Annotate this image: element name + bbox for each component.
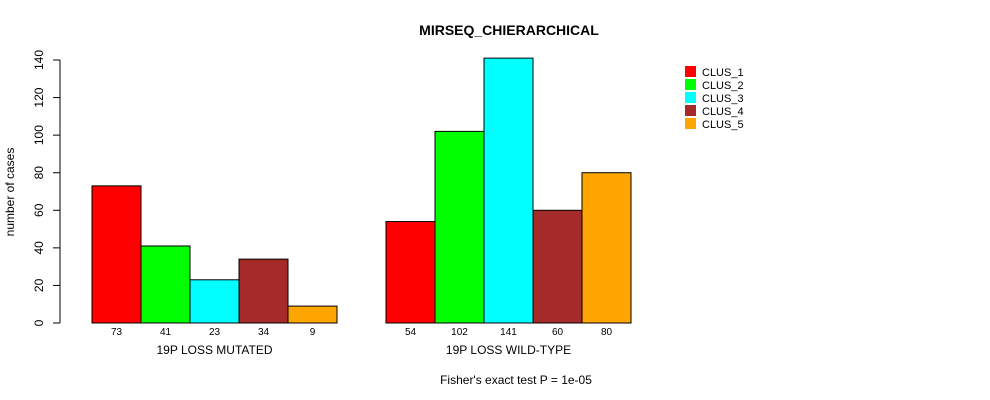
legend-label: CLUS_3	[702, 93, 744, 105]
bars	[91, 57, 632, 324]
y-axis-label: number of cases	[3, 148, 17, 237]
legend-swatch	[685, 66, 696, 77]
bar-value-label: 141	[500, 327, 517, 338]
bar-clus-5-group-1	[287, 305, 338, 324]
bar-value-label: 34	[258, 327, 270, 338]
legend-swatch	[685, 118, 696, 129]
bar-value-label: 41	[160, 327, 172, 338]
group-labels: 19P LOSS MUTATED 19P LOSS WILD-TYPE	[156, 343, 571, 357]
legend-label: CLUS_1	[702, 67, 744, 79]
bar-clus-1-group-2	[385, 221, 436, 324]
bar-value-label: 9	[310, 327, 316, 338]
legend-label: CLUS_2	[702, 80, 744, 92]
bar-clus-4-group-1	[238, 258, 289, 324]
y-tick-label: 80	[32, 166, 46, 180]
legend-swatch	[685, 105, 696, 116]
legend-swatch	[685, 79, 696, 90]
bar-value-label: 54	[405, 327, 417, 338]
chart-title: MIRSEQ_CHIERARCHICAL	[419, 22, 599, 38]
legend-label: CLUS_4	[702, 106, 744, 118]
bar-value-label: 73	[111, 327, 123, 338]
bar-value-label: 60	[552, 327, 564, 338]
y-axis: 0 20 40 60 80 100 120 140	[32, 50, 61, 326]
bar-clus-1-group-1	[91, 185, 142, 324]
y-tick-label: 40	[32, 241, 46, 255]
y-tick-label: 140	[32, 50, 46, 70]
legend-label: CLUS_5	[702, 119, 744, 131]
bar-clus-3-group-1	[189, 279, 240, 324]
bar-value-label: 80	[601, 327, 613, 338]
bar-clus-5-group-2	[581, 172, 632, 324]
bar-value-label: 23	[209, 327, 221, 338]
legend-swatch	[685, 92, 696, 103]
y-tick-label: 20	[32, 278, 46, 292]
bar-clus-4-group-2	[532, 209, 583, 324]
bar-value-labels: 73 41 23 34 9 54 102 141 60 80	[111, 327, 613, 338]
bar-clus-3-group-2	[483, 57, 534, 324]
group-label: 19P LOSS WILD-TYPE	[446, 343, 571, 357]
y-tick-label: 100	[32, 125, 46, 145]
bar-value-label: 102	[451, 327, 468, 338]
fisher-test-footnote: Fisher's exact test P = 1e-05	[440, 373, 592, 387]
y-tick-label: 60	[32, 203, 46, 217]
bar-clus-2-group-1	[140, 245, 191, 324]
y-tick-label: 120	[32, 87, 46, 107]
bar-clus-2-group-2	[434, 130, 485, 324]
y-tick-label: 0	[32, 319, 46, 326]
group-label: 19P LOSS MUTATED	[156, 343, 272, 357]
